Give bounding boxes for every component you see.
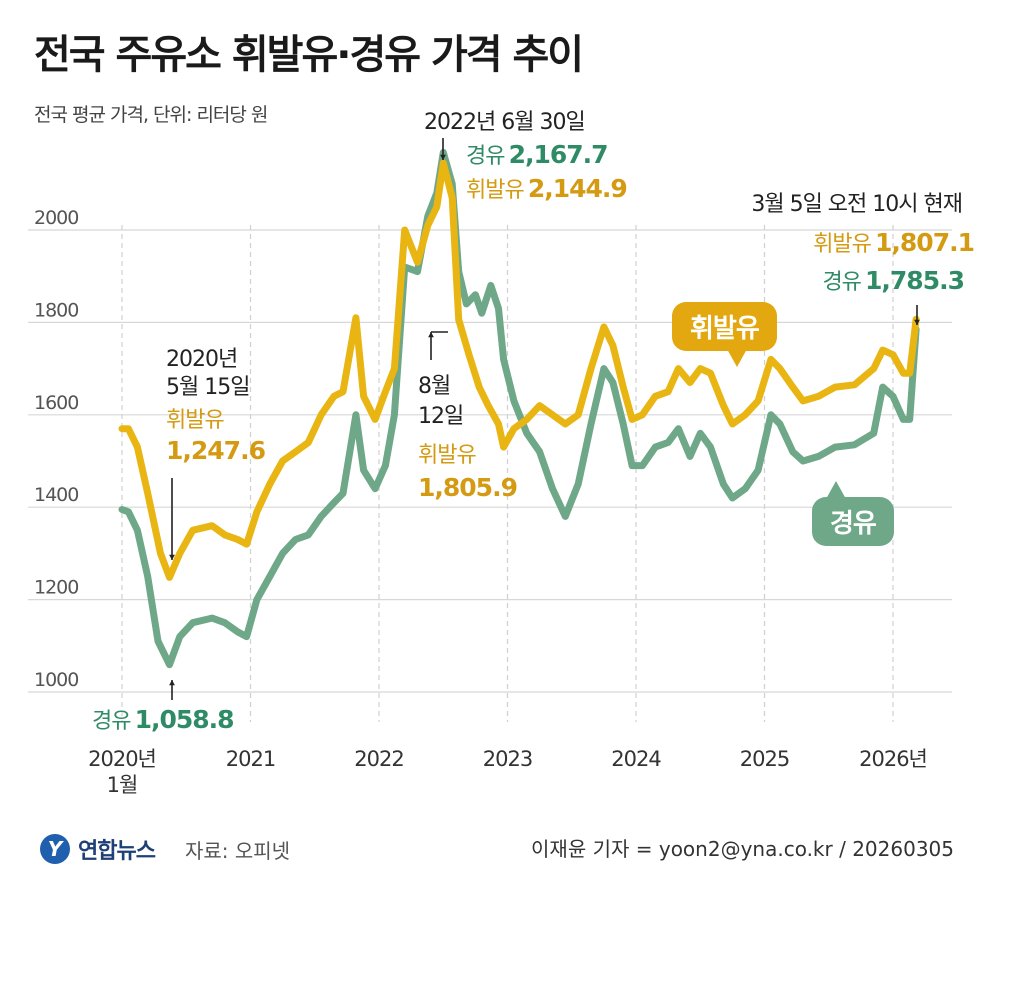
arrow-low-gasoline-head [169, 554, 175, 560]
arrow-peak-head [440, 154, 446, 160]
low-diesel-value: 1,058.8 [134, 705, 235, 734]
chart-title: 전국 주유소 휘발유·경유 가격 추이 [34, 32, 584, 78]
gasoline-legend-label: 휘발유 [690, 314, 760, 344]
diesel-bubble-tail [826, 481, 846, 499]
peak-gasoline-annotation: 휘발유 2,144.9 [466, 172, 628, 204]
series-lines [118, 148, 920, 669]
aug-gasoline-annotation: 휘발유 1,805.9 [418, 440, 518, 504]
grid-lines [28, 229, 952, 693]
x-tick-label: 2020년 [88, 747, 156, 771]
current-gasoline-annotation: 휘발유 1,807.1 [813, 226, 975, 258]
low-diesel-annotation: 경유 1,058.8 [92, 703, 235, 735]
low-date-annotation: 2020년 5월 15일 [166, 347, 250, 400]
x-tick-label: 2023 [483, 747, 532, 771]
gasoline-legend-bubble: 휘발유 [672, 302, 777, 367]
arrow-low-diesel-head [169, 680, 175, 686]
arrow-aug-up-head [428, 332, 434, 338]
peak-gasoline-label: 휘발유 [466, 178, 525, 203]
series-line-gasoline [118, 159, 920, 581]
series-line-diesel [118, 148, 920, 669]
diesel-legend-bubble: 경유 [812, 481, 894, 546]
gasoline-bubble-tail [726, 349, 747, 367]
arrow-current-head [914, 319, 920, 325]
y-tick-label: 1800 [34, 299, 78, 321]
y-tick-label: 1600 [34, 392, 78, 414]
aug-gasoline-label: 휘발유 [418, 443, 477, 468]
current-diesel-label: 경유 [822, 270, 861, 295]
low-gasoline-annotation: 휘발유 1,247.6 [166, 406, 266, 466]
x-tick-label: 2021 [226, 747, 275, 771]
aug-gasoline-value: 1,805.9 [418, 473, 518, 502]
low-diesel-label: 경유 [92, 709, 131, 734]
data-source: 자료: 오피넷 [184, 838, 291, 863]
y-tick-label: 1200 [34, 577, 78, 599]
x-tick-label: 2026년 [859, 747, 927, 771]
current-gasoline-value: 1,807.1 [875, 228, 975, 257]
current-diesel-value: 1,785.3 [865, 266, 965, 295]
peak-diesel-label: 경유 [466, 144, 505, 169]
diesel-legend-label: 경유 [830, 509, 877, 539]
y-tick-label: 1000 [34, 669, 78, 691]
current-gasoline-label: 휘발유 [813, 232, 872, 257]
x-tick-label: 1월 [107, 773, 138, 797]
aug-date-annotation: 8월 12일 [418, 374, 464, 429]
reporter-credit: 이재윤 기자 = yoon2@yna.co.kr / 20260305 [531, 837, 954, 861]
current-diesel-annotation: 경유 1,785.3 [822, 264, 965, 296]
peak-diesel-annotation: 경유 2,167.7 [466, 138, 609, 170]
annotation-arrows [169, 138, 920, 700]
low-gasoline-label: 휘발유 [166, 408, 225, 433]
current-date-annotation: 3월 5일 오전 10시 현재 [751, 192, 963, 217]
peak-diesel-value: 2,167.7 [508, 140, 609, 169]
brand-name: 연합뉴스 [78, 839, 156, 864]
y-tick-label: 2000 [34, 207, 78, 229]
chart-subtitle: 전국 평균 가격, 단위: 리터당 원 [34, 104, 268, 126]
peak-gasoline-value: 2,144.9 [527, 174, 628, 203]
low-gasoline-value: 1,247.6 [166, 436, 266, 465]
x-tick-label: 2022 [354, 747, 403, 771]
yonhap-logo-icon: Y [40, 834, 70, 864]
peak-date-annotation: 2022년 6월 30일 [424, 110, 586, 135]
x-tick-label: 2025 [740, 747, 789, 771]
y-tick-labels: 1000 1200 1400 1600 1800 2000 [34, 207, 79, 691]
x-grid-lines [121, 225, 894, 722]
footer-logo-area: Y 연합뉴스 자료: 오피넷 [40, 833, 290, 865]
x-tick-label: 2024 [611, 747, 661, 771]
y-tick-label: 1400 [34, 484, 78, 506]
